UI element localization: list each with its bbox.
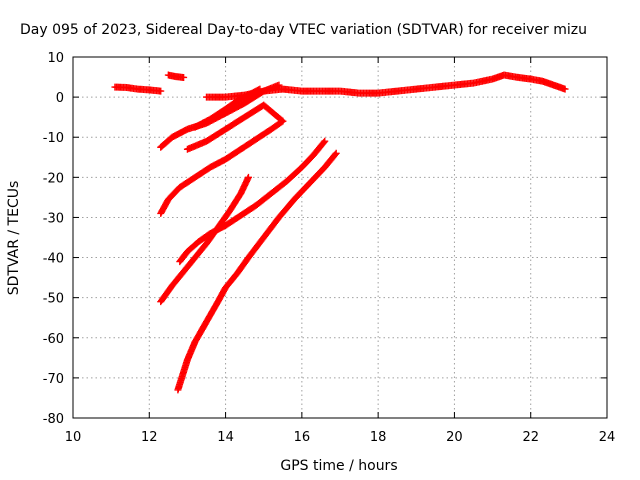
x-tick-label: 10 [65, 430, 82, 445]
y-axis-title: SDTVAR / TECUs [6, 181, 22, 296]
y-tick-label: -70 [43, 372, 64, 387]
plot-frame [72, 56, 608, 419]
x-tick-label: 24 [599, 430, 616, 445]
series-layer [111, 71, 569, 394]
y-tick-label: -80 [43, 412, 64, 427]
data-point [331, 150, 339, 158]
series-group [111, 83, 165, 95]
data-point [561, 85, 569, 93]
series-group [157, 81, 283, 151]
y-tick-label: 0 [56, 91, 64, 106]
data-point [278, 118, 286, 126]
x-tick-label: 22 [522, 430, 539, 445]
data-point [275, 81, 283, 89]
y-tick-label: -50 [43, 292, 64, 307]
data-point [180, 73, 188, 81]
grid-lines [73, 57, 607, 418]
x-tick-label: 18 [370, 430, 387, 445]
y-tick-label: 10 [47, 51, 64, 66]
y-tick-label: -40 [43, 252, 64, 267]
chart-title: Day 095 of 2023, Sidereal Day-to-day VTE… [20, 22, 587, 38]
series-group [183, 101, 287, 153]
axis-ticks: 10 12 14 16 18 20 22 24 10 0 -10 -20 -30 -40 -50 -60 -70… [43, 51, 616, 445]
data-point [320, 138, 328, 146]
y-tick-label: -10 [43, 131, 64, 146]
series-group [157, 117, 287, 217]
x-tick-label: 14 [217, 430, 234, 445]
y-tick-label: -30 [43, 211, 64, 226]
y-tick-label: -20 [43, 171, 64, 186]
series-group [174, 149, 340, 394]
x-axis-title: GPS time / hours [280, 458, 397, 474]
y-tick-label: -60 [43, 332, 64, 347]
data-point [321, 137, 329, 145]
series-group [176, 137, 329, 266]
x-tick-label: 16 [294, 430, 311, 445]
x-tick-label: 20 [446, 430, 463, 445]
series-group [164, 71, 188, 81]
data-point [157, 87, 165, 95]
data-point [332, 149, 340, 157]
data-point [279, 117, 287, 125]
x-tick-label: 12 [141, 430, 158, 445]
data-point [244, 173, 252, 181]
